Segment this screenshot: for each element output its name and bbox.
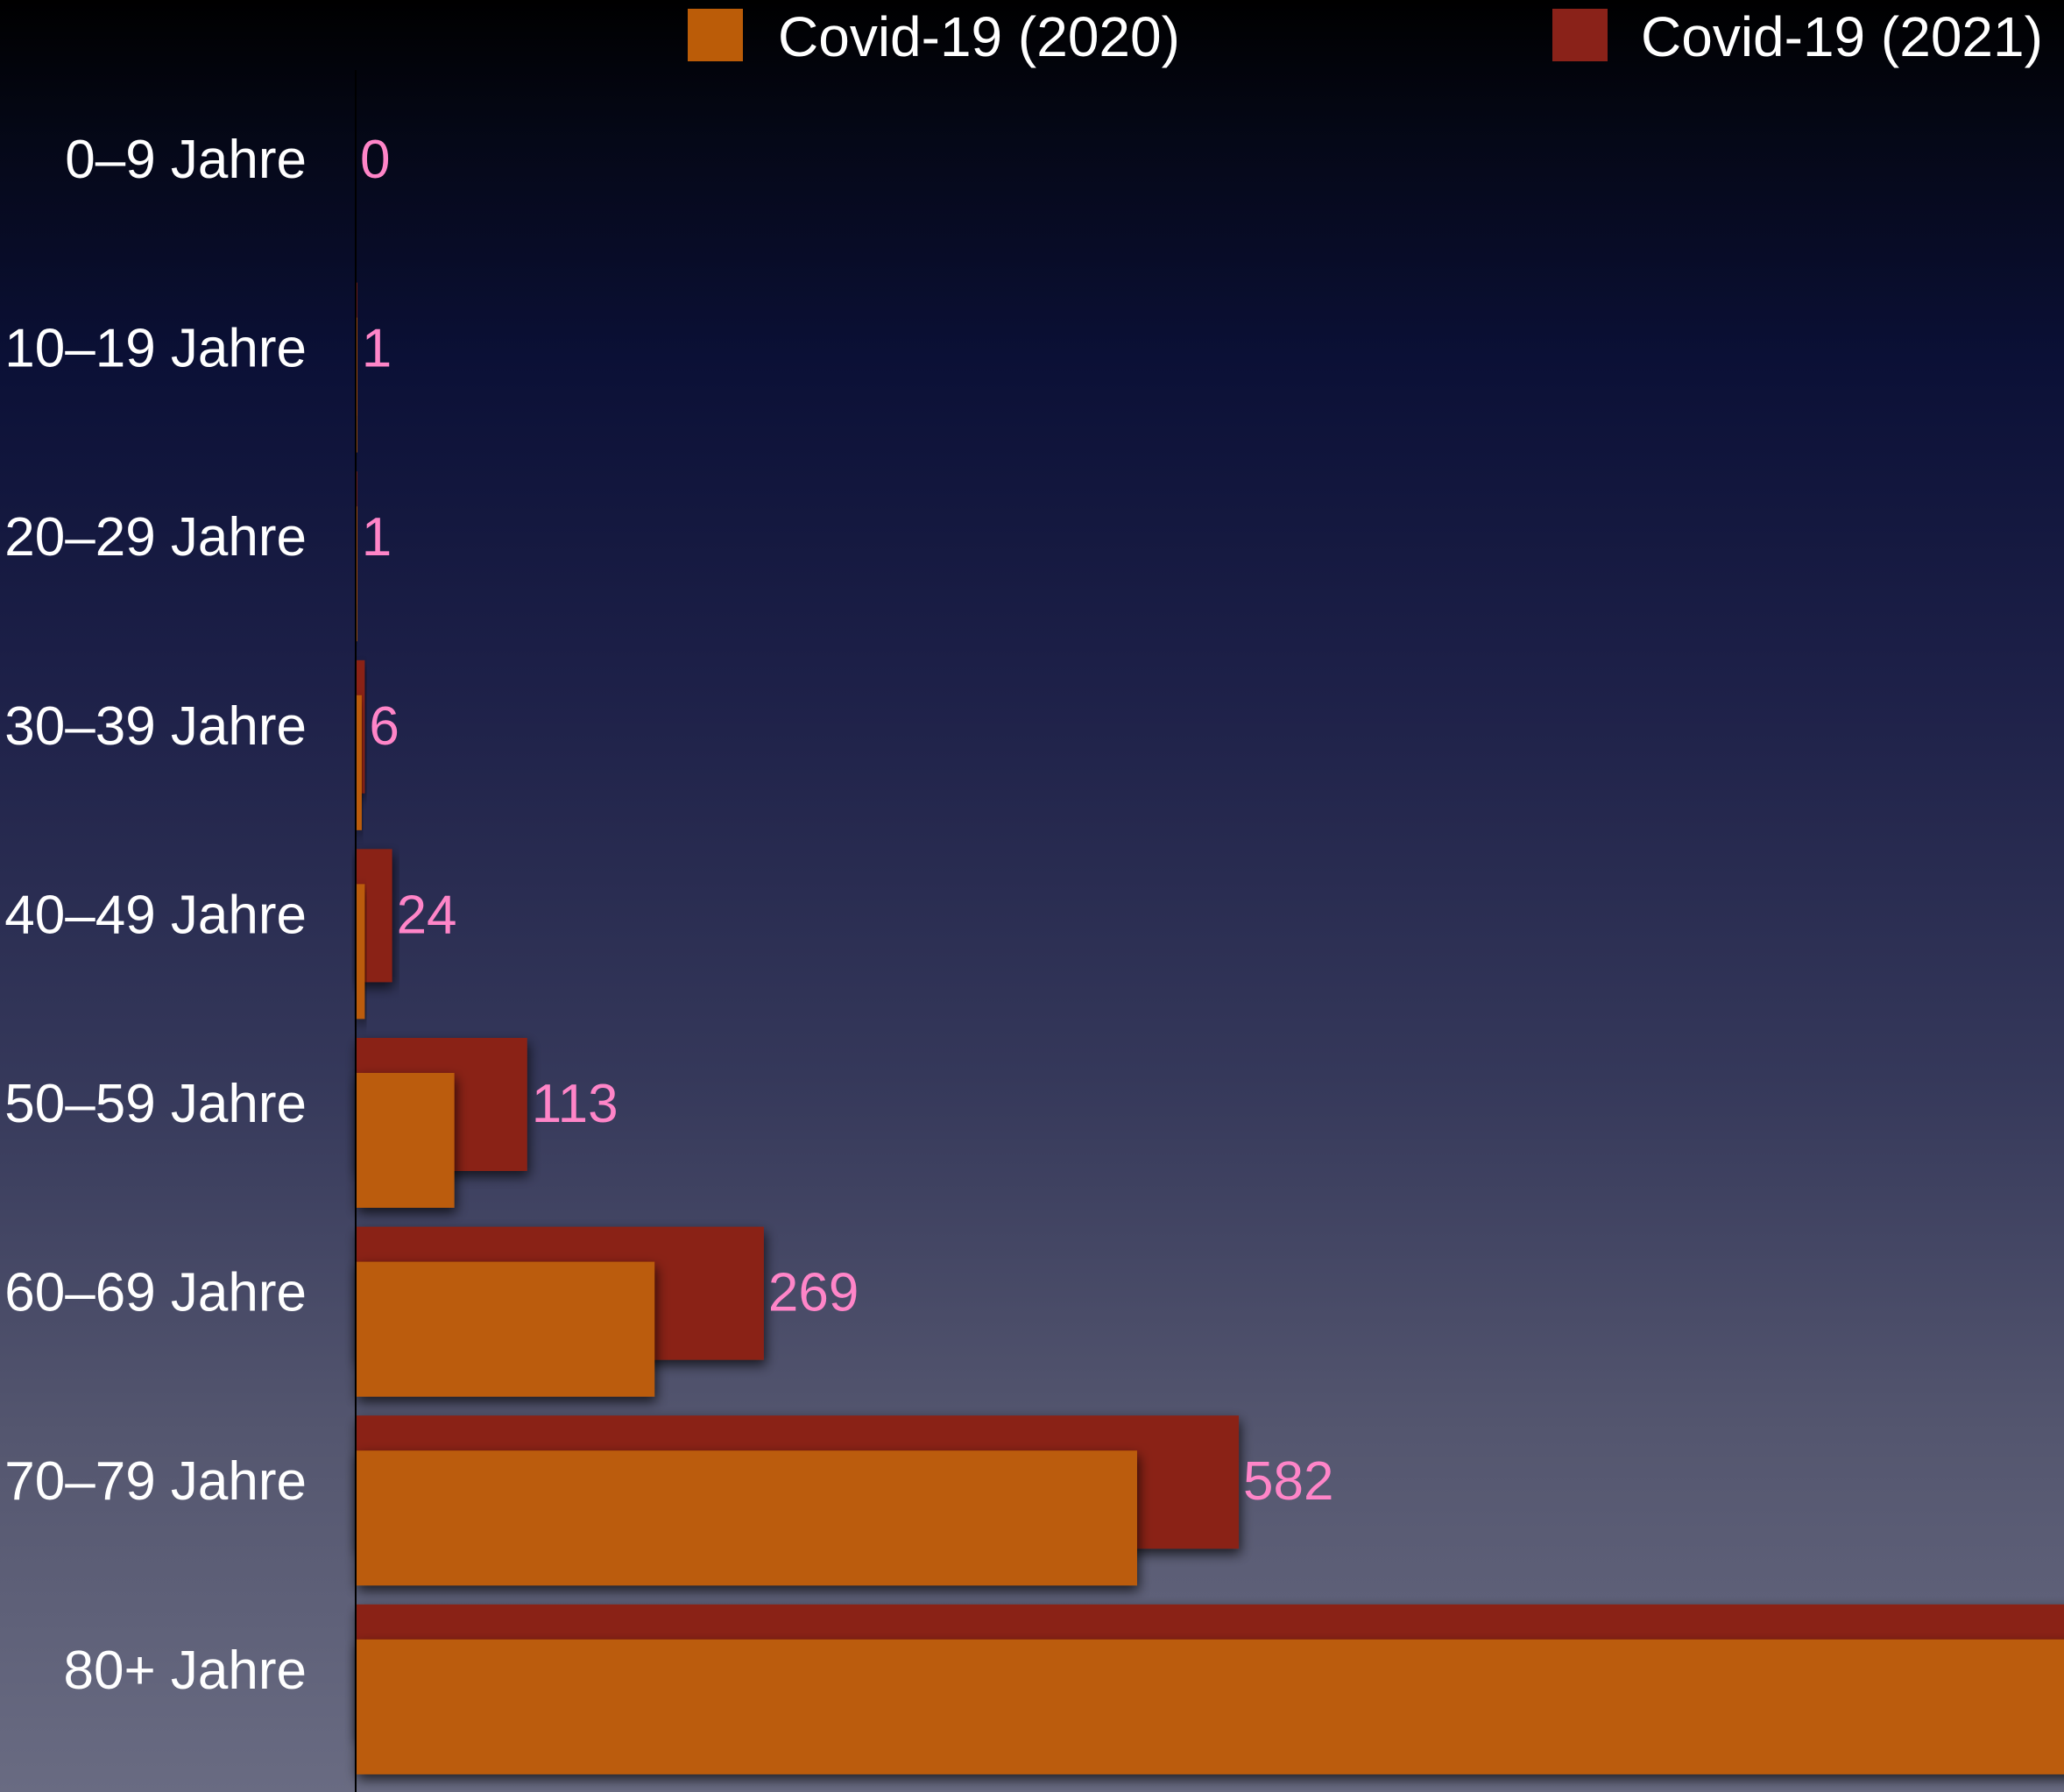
category-label-1: 10–19 Jahre	[4, 319, 307, 379]
value-label-5: 113	[532, 1074, 618, 1134]
category-label-0: 0–9 Jahre	[65, 130, 307, 190]
category-label-3: 30–39 Jahre	[4, 696, 307, 757]
category-label-6: 60–69 Jahre	[4, 1263, 307, 1323]
category-label-5: 50–59 Jahre	[4, 1074, 307, 1134]
value-label-3: 6	[369, 696, 399, 757]
value-label-1: 1	[362, 319, 392, 379]
value-label-4: 24	[397, 885, 457, 945]
category-label-7: 70–79 Jahre	[4, 1451, 307, 1512]
value-label-2: 1	[362, 507, 392, 568]
value-label-0: 0	[360, 130, 390, 190]
category-label-2: 20–29 Jahre	[4, 507, 307, 568]
bar-2020-3	[356, 695, 362, 830]
bar-2020-4	[356, 884, 365, 1019]
bar-2020-5	[356, 1073, 455, 1208]
legend-swatch-2021	[1552, 9, 1608, 61]
value-label-7: 582	[1243, 1451, 1333, 1512]
bars	[356, 282, 2064, 1774]
value-label-6: 269	[768, 1263, 859, 1323]
bar-2020-7	[356, 1450, 1137, 1586]
category-label-8: 80+ Jahre	[64, 1640, 307, 1701]
legend: Covid-19 (2020) Covid-19 (2021)	[688, 5, 2043, 68]
category-labels: 0–9 Jahre 10–19 Jahre 20–29 Jahre 30–39 Jah…	[4, 130, 307, 1701]
bar-2020-6	[356, 1261, 655, 1397]
value-labels: 0 1 1 6 24 113 269 582	[360, 130, 1333, 1512]
bar-2020-8	[356, 1639, 2064, 1774]
legend-label-2020: Covid-19 (2020)	[778, 5, 1180, 68]
category-label-4: 40–49 Jahre	[4, 885, 307, 945]
legend-swatch-2020	[688, 9, 743, 61]
legend-label-2021: Covid-19 (2021)	[1641, 5, 2043, 68]
